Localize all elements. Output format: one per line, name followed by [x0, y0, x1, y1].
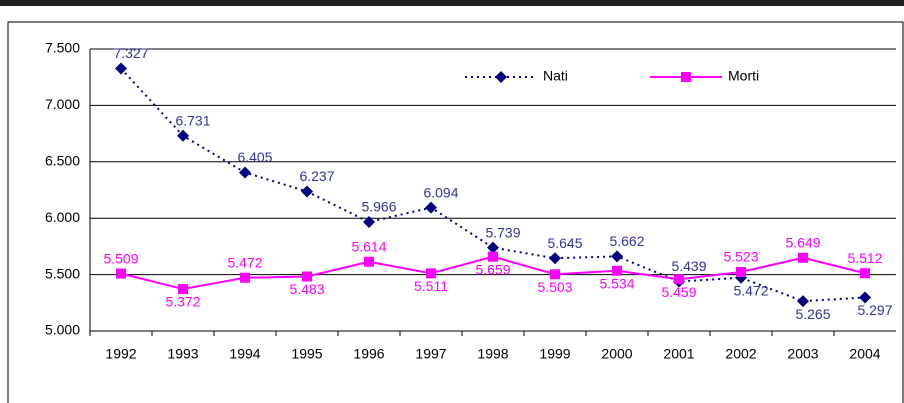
value-label: 5.645: [547, 235, 582, 251]
value-label: 5.523: [723, 249, 758, 265]
y-tick-label: 5.500: [45, 265, 80, 281]
point-marker: [425, 201, 437, 214]
value-label: 5.265: [795, 306, 830, 322]
point-marker: [674, 274, 684, 285]
legend-marker: [495, 71, 507, 83]
x-tick-label: 2002: [725, 346, 756, 362]
point-marker: [302, 271, 312, 282]
point-marker: [612, 265, 622, 276]
value-label: 6.731: [175, 112, 210, 128]
value-label: 5.614: [351, 238, 386, 254]
x-tick-label: 2000: [601, 346, 632, 362]
value-label: 5.739: [485, 224, 520, 240]
legend-label: Nati: [543, 68, 568, 84]
value-label: 6.405: [237, 149, 272, 165]
value-label: 5.503: [537, 279, 572, 295]
point-marker: [860, 268, 870, 279]
value-label: 5.372: [165, 294, 200, 310]
point-marker: [363, 216, 375, 229]
x-tick-label: 1993: [167, 346, 198, 362]
point-marker: [859, 291, 871, 304]
point-marker: [240, 272, 250, 283]
value-label: 5.662: [609, 233, 644, 249]
x-tick-label: 1997: [415, 346, 446, 362]
value-label: 5.511: [414, 278, 448, 294]
point-marker: [426, 268, 436, 279]
y-tick-label: 5.000: [45, 322, 80, 338]
value-label: 5.659: [475, 261, 510, 277]
x-tick-label: 1998: [477, 346, 508, 362]
value-label: 5.649: [785, 234, 820, 250]
point-marker: [178, 284, 188, 295]
legend-label: Morti: [728, 68, 759, 84]
chart-frame: [7, 21, 904, 403]
point-marker: [550, 269, 560, 280]
y-tick-label: 7.000: [45, 96, 80, 112]
title-strip: [0, 0, 904, 6]
value-label: 5.472: [733, 282, 768, 298]
value-label: 5.439: [671, 258, 706, 274]
x-tick-label: 2003: [787, 346, 818, 362]
x-tick-label: 1999: [539, 346, 570, 362]
point-marker: [116, 268, 126, 279]
point-marker: [736, 267, 746, 278]
y-tick-label: 6.000: [45, 209, 80, 225]
point-marker: [487, 241, 499, 254]
point-marker: [239, 166, 251, 179]
value-label: 5.534: [599, 275, 634, 291]
x-tick-label: 1994: [229, 346, 260, 362]
point-marker: [177, 129, 189, 142]
value-label: 6.094: [423, 184, 458, 200]
value-label: 5.966: [361, 199, 396, 215]
value-label: 6.237: [299, 168, 334, 184]
point-marker: [364, 256, 374, 267]
x-tick-label: 2004: [849, 346, 880, 362]
y-tick-label: 7.500: [45, 40, 80, 56]
point-marker: [301, 185, 313, 198]
point-marker: [488, 251, 498, 262]
value-label: 5.459: [661, 284, 696, 300]
value-label: 5.509: [103, 250, 138, 266]
value-label: 5.512: [847, 250, 882, 266]
x-tick-label: 1996: [353, 346, 384, 362]
point-marker: [549, 252, 561, 265]
x-tick-label: 2001: [663, 346, 694, 362]
x-tick-label: 1992: [105, 346, 136, 362]
value-label: 7.327: [113, 45, 148, 61]
value-label: 5.297: [857, 302, 892, 318]
point-marker: [797, 295, 809, 308]
value-label: 5.483: [289, 281, 324, 297]
point-marker: [611, 250, 623, 263]
point-marker: [115, 62, 127, 75]
point-marker: [798, 252, 808, 263]
legend-marker: [681, 72, 691, 82]
y-tick-label: 6.500: [45, 153, 80, 169]
value-label: 5.472: [227, 254, 262, 270]
x-tick-label: 1995: [291, 346, 322, 362]
